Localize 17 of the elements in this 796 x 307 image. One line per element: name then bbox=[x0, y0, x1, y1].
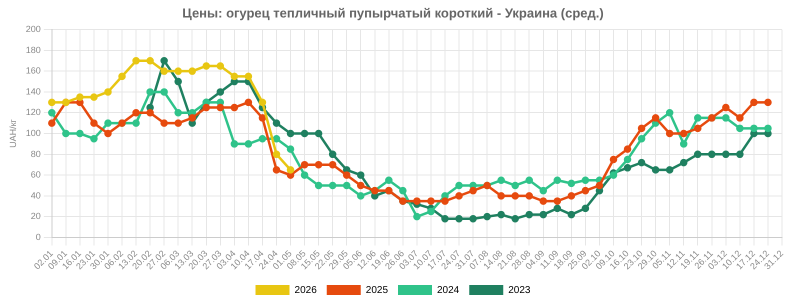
y-tick-label: 160 bbox=[26, 66, 41, 76]
y-tick-label: 200 bbox=[26, 24, 41, 34]
y-tick-label: 0 bbox=[36, 232, 41, 242]
legend-label: 2026 bbox=[294, 284, 318, 296]
y-tick-label: 80 bbox=[30, 148, 41, 159]
y-axis-title: UAH/кг bbox=[8, 118, 18, 148]
legend-label: 2025 bbox=[366, 284, 388, 296]
y-tick-label: 120 bbox=[26, 107, 41, 118]
y-tick-label: 40 bbox=[30, 190, 41, 200]
y-tick-label: 100 bbox=[26, 128, 41, 138]
legend-label: 2023 bbox=[508, 284, 531, 296]
y-tick-label: 20 bbox=[30, 211, 41, 222]
legend-label: 2024 bbox=[437, 284, 460, 296]
y-tick-label: 180 bbox=[26, 44, 41, 55]
chart-title: Цены: огурец тепличный пупырчатый короткий - Украина (сред.) bbox=[182, 5, 604, 20]
y-tick-label: 60 bbox=[30, 170, 41, 180]
y-tick-label: 140 bbox=[26, 86, 41, 96]
